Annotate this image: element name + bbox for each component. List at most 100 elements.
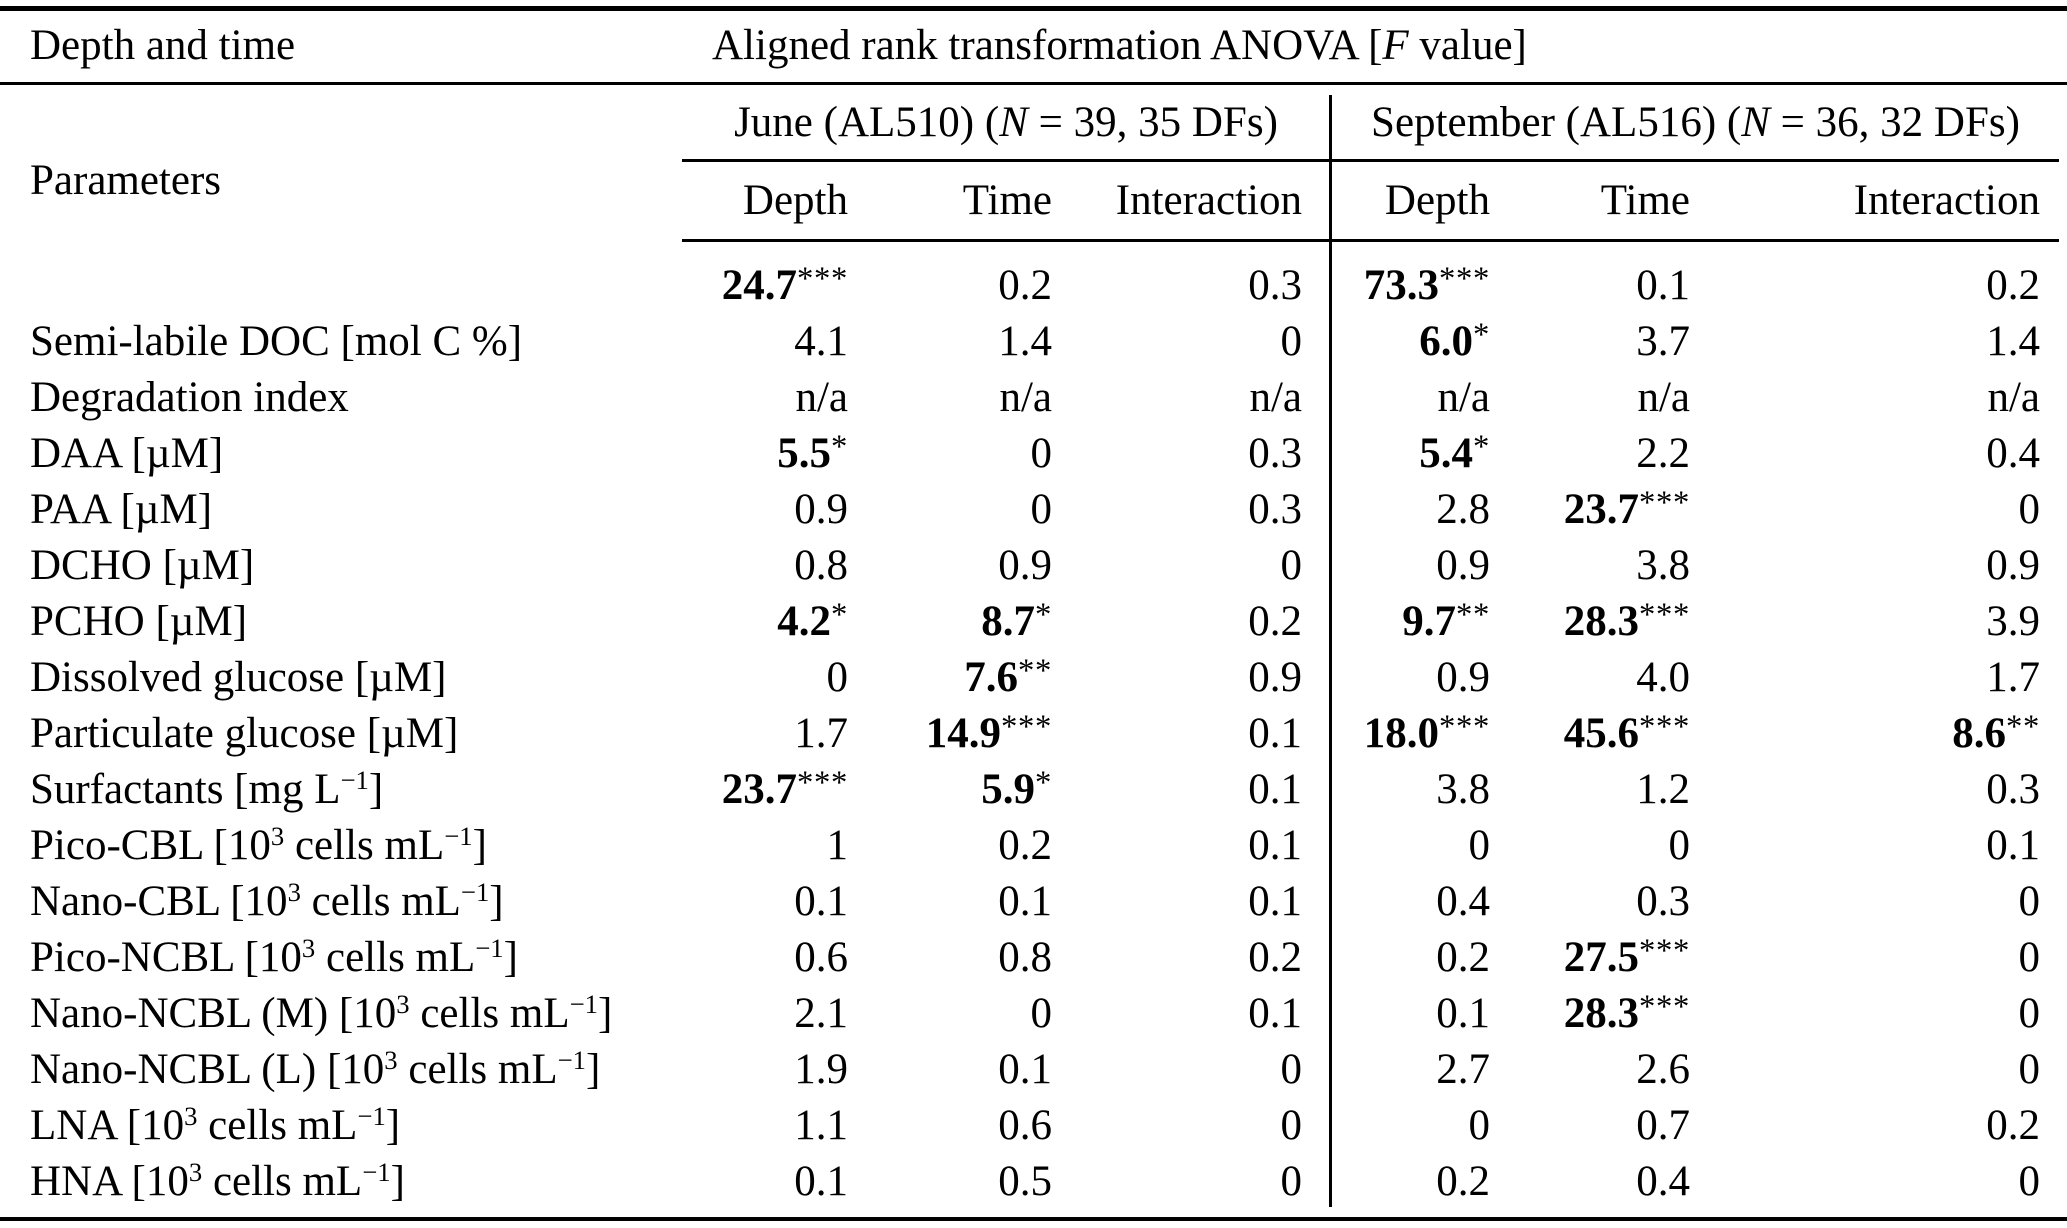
f-value-cell: 2.6 <box>1490 1042 1690 1098</box>
table-row: Pico-NCBL [103 cells mL−1] 0.6 0.8 0.2 0.2 27… <box>0 930 2067 986</box>
f-value-cell: 4.2* <box>682 594 848 650</box>
f-value: 0.2 <box>998 822 1052 869</box>
f-value-cell: 73.3*** <box>1302 258 1490 314</box>
f-value: 5.5 <box>777 430 831 477</box>
f-value-cell: 5.4* <box>1302 426 1490 482</box>
f-value-cell: 0 <box>848 426 1053 482</box>
f-value: 4.0 <box>1636 654 1690 701</box>
param-label <box>0 258 682 314</box>
f-value-cell: 0.1 <box>1052 818 1302 874</box>
f-value: 0.1 <box>1248 710 1302 757</box>
f-value: 3.7 <box>1636 318 1690 365</box>
f-value-cell: 0 <box>848 482 1053 538</box>
f-value-cell: 0.6 <box>682 930 848 986</box>
f-value-cell: 1.2 <box>1490 762 1690 818</box>
param-label: Surfactants [mg L−1] <box>30 765 384 813</box>
f-value-cell: n/a <box>1490 370 1690 426</box>
f-value-cell: 0 <box>1490 818 1691 874</box>
f-value: 0.3 <box>1248 262 1302 309</box>
f-value-cell: 0.8 <box>682 538 848 594</box>
f-value-cell: 0 <box>1052 538 1303 594</box>
f-value-cell: 2.1 <box>682 986 848 1042</box>
f-value-cell: 0.4 <box>1490 1154 1690 1210</box>
f-value: 0 <box>1280 542 1303 589</box>
f-value: 0.1 <box>1248 990 1302 1037</box>
f-value-cell: 0 <box>1690 482 2041 538</box>
f-value-cell: 0.1 <box>682 874 848 930</box>
column-headers-row: Depth Time Interaction Depth Time Intera… <box>0 161 2067 240</box>
table-row: 24.7*** 0.2 0.3 73.3*** 0.1 0.2 <box>0 258 2067 314</box>
f-value: 0 <box>1280 1158 1303 1205</box>
f-value: 0 <box>1030 486 1053 533</box>
f-value-cell: 0.2 <box>848 258 1052 314</box>
f-value: 1.2 <box>1636 766 1690 813</box>
f-value: 0.8 <box>998 934 1052 981</box>
group-divider-line <box>1329 95 1332 1207</box>
f-value: n/a <box>999 374 1052 421</box>
f-value: 8.7 <box>981 598 1035 645</box>
f-value-cell: n/a <box>1690 370 2040 426</box>
corner-header: Depth and time <box>30 22 296 69</box>
f-value: 3.9 <box>1986 598 2040 645</box>
f-value: 6.0 <box>1419 318 1473 365</box>
f-value: 0.1 <box>794 1158 848 1205</box>
f-value-cell: 0.1 <box>1052 706 1302 762</box>
f-value: 1.7 <box>794 710 848 757</box>
f-value-cell: 7.6** <box>848 650 1052 706</box>
significance-asterisks: *** <box>1001 709 1052 746</box>
significance-asterisks: *** <box>1639 709 1690 746</box>
f-value: 24.7 <box>721 262 798 309</box>
f-value-cell: n/a <box>1052 370 1302 426</box>
f-value: 0.1 <box>794 878 848 925</box>
f-value: 0.1 <box>1436 990 1490 1037</box>
f-value-cell: 0.3 <box>1490 874 1690 930</box>
f-value: 0.2 <box>1436 1158 1490 1205</box>
significance-asterisks: *** <box>797 765 848 802</box>
f-value: 28.3 <box>1563 598 1640 645</box>
group-header-rule <box>682 159 2059 162</box>
significance-asterisks: *** <box>1439 261 1490 298</box>
table-row: PCHO [µM] 4.2* 8.7* 0.2 9.7** 28.3*** 3.9 <box>0 594 2067 650</box>
f-value: 73.3 <box>1363 262 1440 309</box>
significance-asterisks: ** <box>1456 597 1490 634</box>
table-row: Surfactants [mg L−1] 23.7*** 5.9* 0.1 3.8 1.2… <box>0 762 2067 818</box>
table-row: LNA [103 cells mL−1] 1.1 0.6 0 0 0.7 0.2 <box>0 1098 2067 1154</box>
f-value: 0.1 <box>1248 766 1302 813</box>
f-value: 14.9 <box>925 710 1002 757</box>
f-value-cell: 0 <box>1302 1098 1491 1154</box>
f-value-cell: 0 <box>1690 986 2041 1042</box>
f-value: 0.9 <box>1436 654 1490 701</box>
column-header-june-depth: Depth <box>742 177 848 224</box>
param-label: Pico-CBL [103 cells mL−1] <box>30 821 487 869</box>
f-value-cell: 3.7 <box>1490 314 1690 370</box>
f-value: 8.6 <box>1952 710 2007 757</box>
f-value: 5.9 <box>981 766 1035 813</box>
f-value: 23.7 <box>721 766 798 813</box>
f-value-cell: 45.6*** <box>1490 706 1690 762</box>
f-value-cell: 28.3*** <box>1490 986 1690 1042</box>
f-value-cell: 0 <box>1302 818 1491 874</box>
f-value: 0.2 <box>1986 1102 2040 1149</box>
f-value-cell: 0.2 <box>1052 930 1302 986</box>
f-value: 0 <box>826 654 849 701</box>
f-value-cell: 0 <box>848 986 1053 1042</box>
param-label: Semi-labile DOC [mol C %] <box>30 318 523 365</box>
param-label: Nano-NCBL (L) [103 cells mL−1] <box>30 1045 601 1093</box>
f-value-cell: 0.1 <box>1052 986 1302 1042</box>
f-value-cell: 24.7*** <box>682 258 848 314</box>
f-value: 5.4 <box>1419 430 1473 477</box>
significance-asterisks: * <box>1473 429 1490 466</box>
header-divider-rule <box>0 82 2067 85</box>
f-value-cell: 0 <box>1690 874 2041 930</box>
f-value-cell: 0.3 <box>1052 258 1302 314</box>
f-value-cell: 0.9 <box>682 482 848 538</box>
param-label: DCHO [µM] <box>30 542 255 589</box>
f-value: 0.8 <box>794 542 848 589</box>
significance-asterisks: *** <box>1439 709 1490 746</box>
f-value-cell: 5.5* <box>682 426 848 482</box>
f-value-cell: 0.9 <box>1302 538 1490 594</box>
f-value-cell: 0 <box>1052 1098 1303 1154</box>
f-value: 0 <box>2018 990 2041 1037</box>
f-value-cell: 0 <box>682 650 849 706</box>
significance-asterisks: *** <box>797 261 848 298</box>
